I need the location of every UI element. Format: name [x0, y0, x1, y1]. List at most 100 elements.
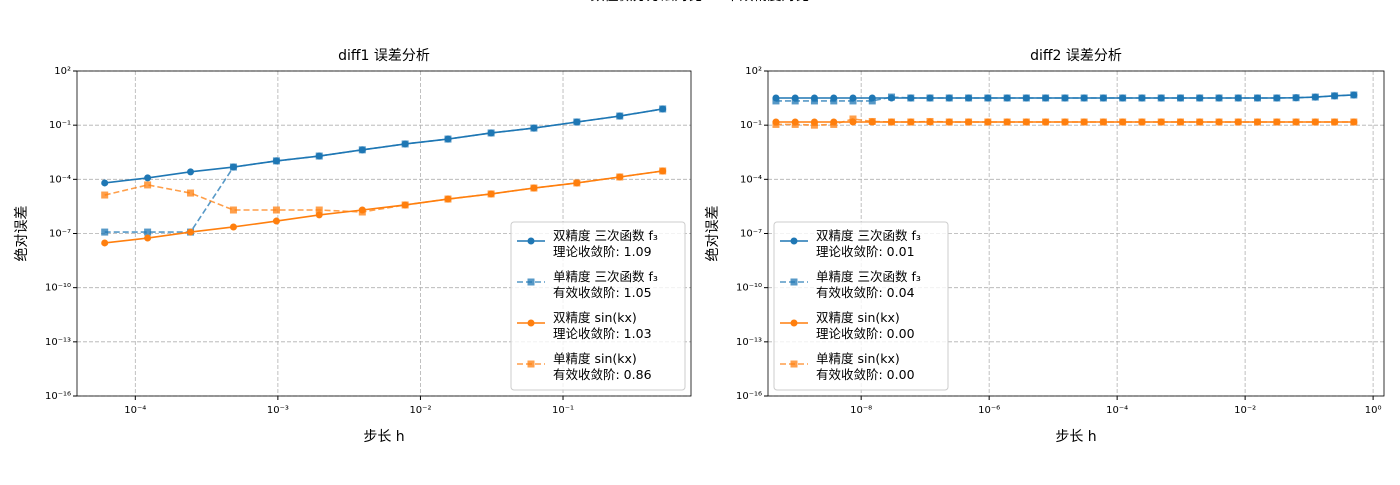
axes-title: diff2 误差分析	[1030, 48, 1122, 64]
marker	[790, 278, 798, 286]
y-tick-label: 10⁻¹⁶	[736, 391, 762, 402]
marker	[1003, 94, 1011, 102]
marker	[659, 167, 667, 175]
marker	[1273, 94, 1281, 102]
marker	[984, 118, 992, 126]
marker	[1331, 118, 1339, 126]
marker	[1157, 118, 1165, 126]
legend-label: 双精度 sin(kx)理论收敛阶: 1.03	[553, 310, 652, 341]
marker	[1176, 118, 1184, 126]
marker	[527, 360, 535, 368]
legend-box	[510, 221, 686, 391]
plot-area: 10⁻⁴ 10⁻³ 10⁻² 10⁻¹ 10² 10⁻¹ 10⁻⁴ 10⁻⁷ 10⁻¹⁰ 10⁻¹…	[14, 48, 692, 445]
marker	[888, 93, 896, 101]
legend-label: 单精度 sin(kx)有效收敛阶: 0.00	[816, 351, 915, 382]
x-tick-label: 10⁻²	[1234, 405, 1256, 416]
marker	[187, 228, 195, 236]
marker	[144, 234, 152, 242]
marker	[527, 278, 535, 286]
marker	[1138, 94, 1146, 102]
marker	[229, 223, 237, 231]
y-tick-label: 10⁻¹³	[736, 337, 762, 348]
marker	[1080, 94, 1088, 102]
marker	[984, 94, 992, 102]
marker	[945, 118, 953, 126]
marker	[101, 228, 109, 236]
y-tick-label: 10⁻¹	[49, 120, 71, 131]
x-tick-label: 10⁰	[1365, 405, 1382, 416]
marker	[1196, 94, 1204, 102]
marker	[272, 157, 280, 165]
marker	[868, 97, 876, 105]
marker	[1042, 118, 1050, 126]
y-tick-label: 10²	[745, 66, 762, 77]
marker	[1253, 94, 1261, 102]
legend-label: 单精度 sin(kx)有效收敛阶: 0.86	[553, 351, 652, 382]
series-line	[104, 170, 663, 213]
x-axis-label: 步长 h	[363, 429, 404, 445]
y-tick-label: 10⁻¹⁰	[736, 283, 762, 294]
marker	[791, 120, 799, 128]
marker	[790, 360, 798, 368]
x-tick-label: 10⁻⁴	[1106, 405, 1128, 416]
marker	[965, 118, 973, 126]
marker	[926, 117, 934, 125]
marker	[1215, 94, 1223, 102]
marker	[830, 97, 838, 105]
axes-frame	[76, 70, 692, 397]
y-tick-label: 10²	[54, 66, 71, 77]
marker	[1061, 94, 1069, 102]
marker	[229, 206, 237, 214]
axes-frame	[767, 70, 1385, 397]
marker	[1350, 91, 1358, 99]
x-tick-label: 10⁻⁴	[124, 405, 146, 416]
y-tick-label: 10⁻¹	[740, 120, 762, 131]
marker	[907, 118, 915, 126]
x-axis-label: 步长 h	[1055, 429, 1096, 445]
marker	[849, 97, 857, 105]
marker	[1138, 118, 1146, 126]
y-tick-label: 10⁻⁷	[49, 229, 71, 240]
marker	[849, 115, 857, 123]
marker	[144, 228, 152, 236]
y-tick-label: 10⁻⁴	[740, 174, 762, 185]
marker	[810, 121, 818, 129]
marker	[888, 118, 896, 126]
marker	[444, 195, 452, 203]
marker	[791, 97, 799, 105]
marker	[926, 94, 934, 102]
marker	[487, 190, 495, 198]
plot-area: 10⁻⁸ 10⁻⁶ 10⁻⁴ 10⁻² 10⁰ 10² 10⁻¹ 10⁻⁴ 10⁻⁷ 10⁻¹⁰ 1…	[705, 48, 1385, 445]
marker	[810, 97, 818, 105]
marker	[1119, 94, 1127, 102]
marker	[945, 94, 953, 102]
marker	[1157, 94, 1165, 102]
marker	[1080, 118, 1088, 126]
marker	[1292, 118, 1300, 126]
marker	[101, 191, 109, 199]
marker	[1003, 118, 1011, 126]
x-tick-label: 10⁻³	[267, 405, 289, 416]
marker	[401, 140, 409, 148]
marker	[907, 94, 915, 102]
marker	[187, 168, 195, 176]
marker	[790, 237, 798, 245]
legend-box	[773, 221, 949, 391]
figure-title: 数值微分方法对比 — 单双精度对比	[591, 0, 810, 4]
marker	[1215, 118, 1223, 126]
marker	[487, 129, 495, 137]
marker	[272, 206, 280, 214]
marker	[772, 97, 780, 105]
marker	[530, 184, 538, 192]
marker	[401, 201, 409, 209]
y-axis-label: 绝对误差	[705, 206, 721, 262]
marker	[144, 174, 152, 182]
legend-label: 单精度 三次函数 f₃ 有效收敛阶: 0.04	[816, 269, 921, 300]
marker	[830, 120, 838, 128]
x-tick-label: 10⁻⁸	[850, 405, 872, 416]
marker	[187, 189, 195, 197]
marker	[1176, 94, 1184, 102]
marker	[1099, 118, 1107, 126]
marker	[101, 239, 109, 247]
